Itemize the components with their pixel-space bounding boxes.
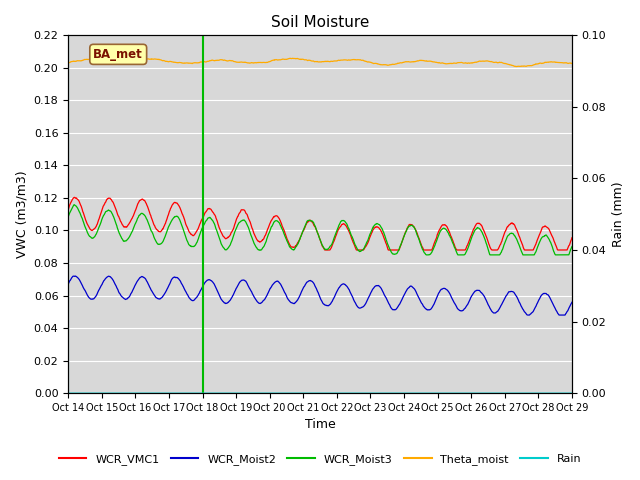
Y-axis label: VWC (m3/m3): VWC (m3/m3) xyxy=(15,170,28,258)
Text: BA_met: BA_met xyxy=(93,48,143,61)
Y-axis label: Rain (mm): Rain (mm) xyxy=(612,181,625,247)
Title: Soil Moisture: Soil Moisture xyxy=(271,15,369,30)
Legend: WCR_VMC1, WCR_Moist2, WCR_Moist3, Theta_moist, Rain: WCR_VMC1, WCR_Moist2, WCR_Moist3, Theta_… xyxy=(54,450,586,469)
X-axis label: Time: Time xyxy=(305,419,335,432)
